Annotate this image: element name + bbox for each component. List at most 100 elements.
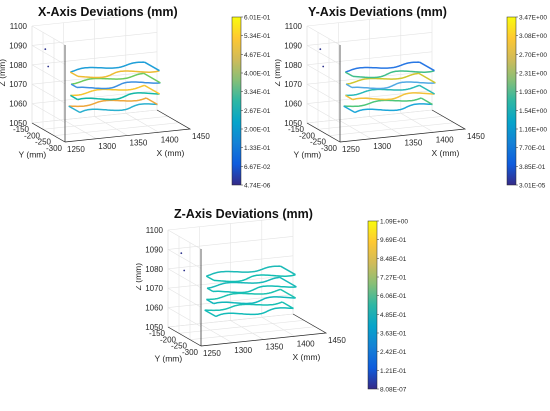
series-line-front	[79, 103, 158, 114]
grid-line	[167, 249, 202, 269]
y-axis-label: Y (mm)	[294, 150, 322, 160]
series-line-end	[70, 94, 79, 101]
colorbar-tick-label: 2.00E-01	[244, 127, 271, 134]
grid-line	[306, 83, 341, 104]
grid-line	[31, 32, 158, 46]
grid-line	[306, 25, 341, 46]
grid-line	[400, 113, 434, 133]
data-point	[322, 65, 325, 68]
colorbar-tick-label: 6.01E-01	[244, 15, 271, 22]
grid-line	[306, 45, 341, 65]
y-axis-label: Y (mm)	[19, 150, 47, 160]
chart-title: Y-Axis Deviations (mm)	[308, 5, 447, 19]
grid-line	[306, 32, 433, 46]
series-line-end	[204, 309, 217, 318]
x-tick-label: 1450	[467, 132, 485, 141]
z-tick-label: 1080	[9, 61, 27, 70]
series-group	[204, 265, 297, 318]
series-line-end	[418, 72, 436, 84]
series-line-end	[68, 105, 81, 114]
series-line-back	[68, 97, 147, 108]
z-tick-label: 1060	[145, 304, 163, 313]
grid-line	[53, 122, 180, 136]
colorbar-tick-label: 6.67E-02	[244, 164, 271, 171]
data-point	[183, 269, 186, 272]
z-tick-label: 1070	[145, 284, 163, 293]
grid-line	[167, 287, 202, 308]
grid-line	[42, 116, 169, 130]
grid-line	[31, 83, 66, 104]
x-axis-label: X (mm)	[157, 148, 185, 158]
z-tick-label: 1080	[145, 265, 163, 274]
z-tick-label: 1060	[9, 100, 27, 109]
z-axis-label: Z (mm)	[136, 263, 143, 291]
series-line-front	[213, 296, 296, 305]
chart-svg: 1250 1300 1350 1400 1450 -150-200-250-300 1050…	[0, 12, 271, 190]
z-tick-label: 1090	[284, 41, 302, 50]
y-tick-label: -150	[288, 125, 305, 134]
x-tick-label: 1350	[130, 139, 148, 148]
grid	[167, 216, 327, 347]
grid-line	[31, 64, 66, 85]
z-tick-label: 1100	[146, 226, 164, 235]
series-line-back	[206, 288, 281, 301]
grid-line	[167, 236, 294, 250]
chart-panel-x: X-Axis Deviations (mm) 1250 1300 1350 1400 1…	[0, 0, 275, 202]
z-tick-label: 1080	[284, 61, 302, 70]
x-tick-label: 1450	[328, 336, 346, 345]
series-line-front	[76, 81, 161, 90]
grid-line	[199, 323, 233, 344]
grid-line	[167, 229, 202, 250]
series-line-front	[77, 69, 160, 79]
series-line-back	[346, 72, 419, 85]
colorbar-tick-label: 1.93E+00	[519, 89, 547, 96]
colorbar-tick-label: 3.85E-01	[519, 164, 546, 171]
series-line-end	[144, 84, 160, 95]
grid-line	[63, 119, 97, 140]
x-tick-label: 1300	[373, 142, 391, 151]
chart-svg: 1250 1300 1350 1400 1450 -150-200-250-300 1050…	[133, 216, 408, 394]
z-tick-label: 1060	[284, 100, 302, 109]
series-line-front	[351, 81, 436, 90]
grid-line	[94, 116, 128, 136]
grid	[31, 12, 191, 143]
colorbar-tick-label: 1.21E-01	[380, 368, 407, 375]
grid-line	[306, 51, 433, 66]
y-tick-label: -300	[46, 144, 63, 153]
series-line-end	[280, 288, 296, 299]
series-line-end	[343, 105, 356, 114]
y-tick-label: -150	[13, 125, 30, 134]
colorbar-tick-label: 4.85E-01	[380, 312, 407, 319]
series-line-back	[204, 301, 283, 312]
y-tick-label: -300	[321, 144, 338, 153]
x-tick-label: 1300	[98, 142, 116, 151]
colorbar-tick-label: 7.27E-01	[380, 275, 407, 282]
chart-title: Z-Axis Deviations (mm)	[174, 207, 313, 221]
series-line-front	[354, 103, 433, 114]
series-line-front	[352, 92, 435, 101]
chart-title: X-Axis Deviations (mm)	[38, 5, 178, 19]
x-tick-label: 1250	[67, 145, 85, 154]
series-line-end	[345, 94, 354, 101]
series-line-end	[206, 298, 215, 305]
grid	[306, 12, 466, 143]
series-line-back	[71, 72, 144, 85]
x-tick-label: 1350	[266, 343, 284, 352]
colorbar-tick-label: 6.06E-01	[380, 293, 407, 300]
colorbar-tick-label: 1.16E+00	[519, 127, 547, 134]
colorbar-tick-label: 1.54E+00	[519, 108, 547, 115]
grid-line	[167, 216, 294, 231]
series-line-end	[279, 276, 297, 288]
z-tick-label: 1090	[145, 245, 163, 254]
colorbar-tick-label: 3.01E-05	[519, 183, 546, 190]
data-point	[47, 65, 50, 68]
y-tick-label: -250	[171, 342, 188, 351]
series-line-back	[345, 84, 420, 97]
y-axis-label: Y (mm)	[155, 354, 183, 364]
series-line-end	[143, 72, 161, 84]
series-line-end	[419, 61, 435, 72]
series-line-back	[345, 61, 420, 73]
series-line-end	[344, 71, 354, 78]
grid-line	[167, 268, 202, 289]
grid-line	[31, 45, 66, 65]
